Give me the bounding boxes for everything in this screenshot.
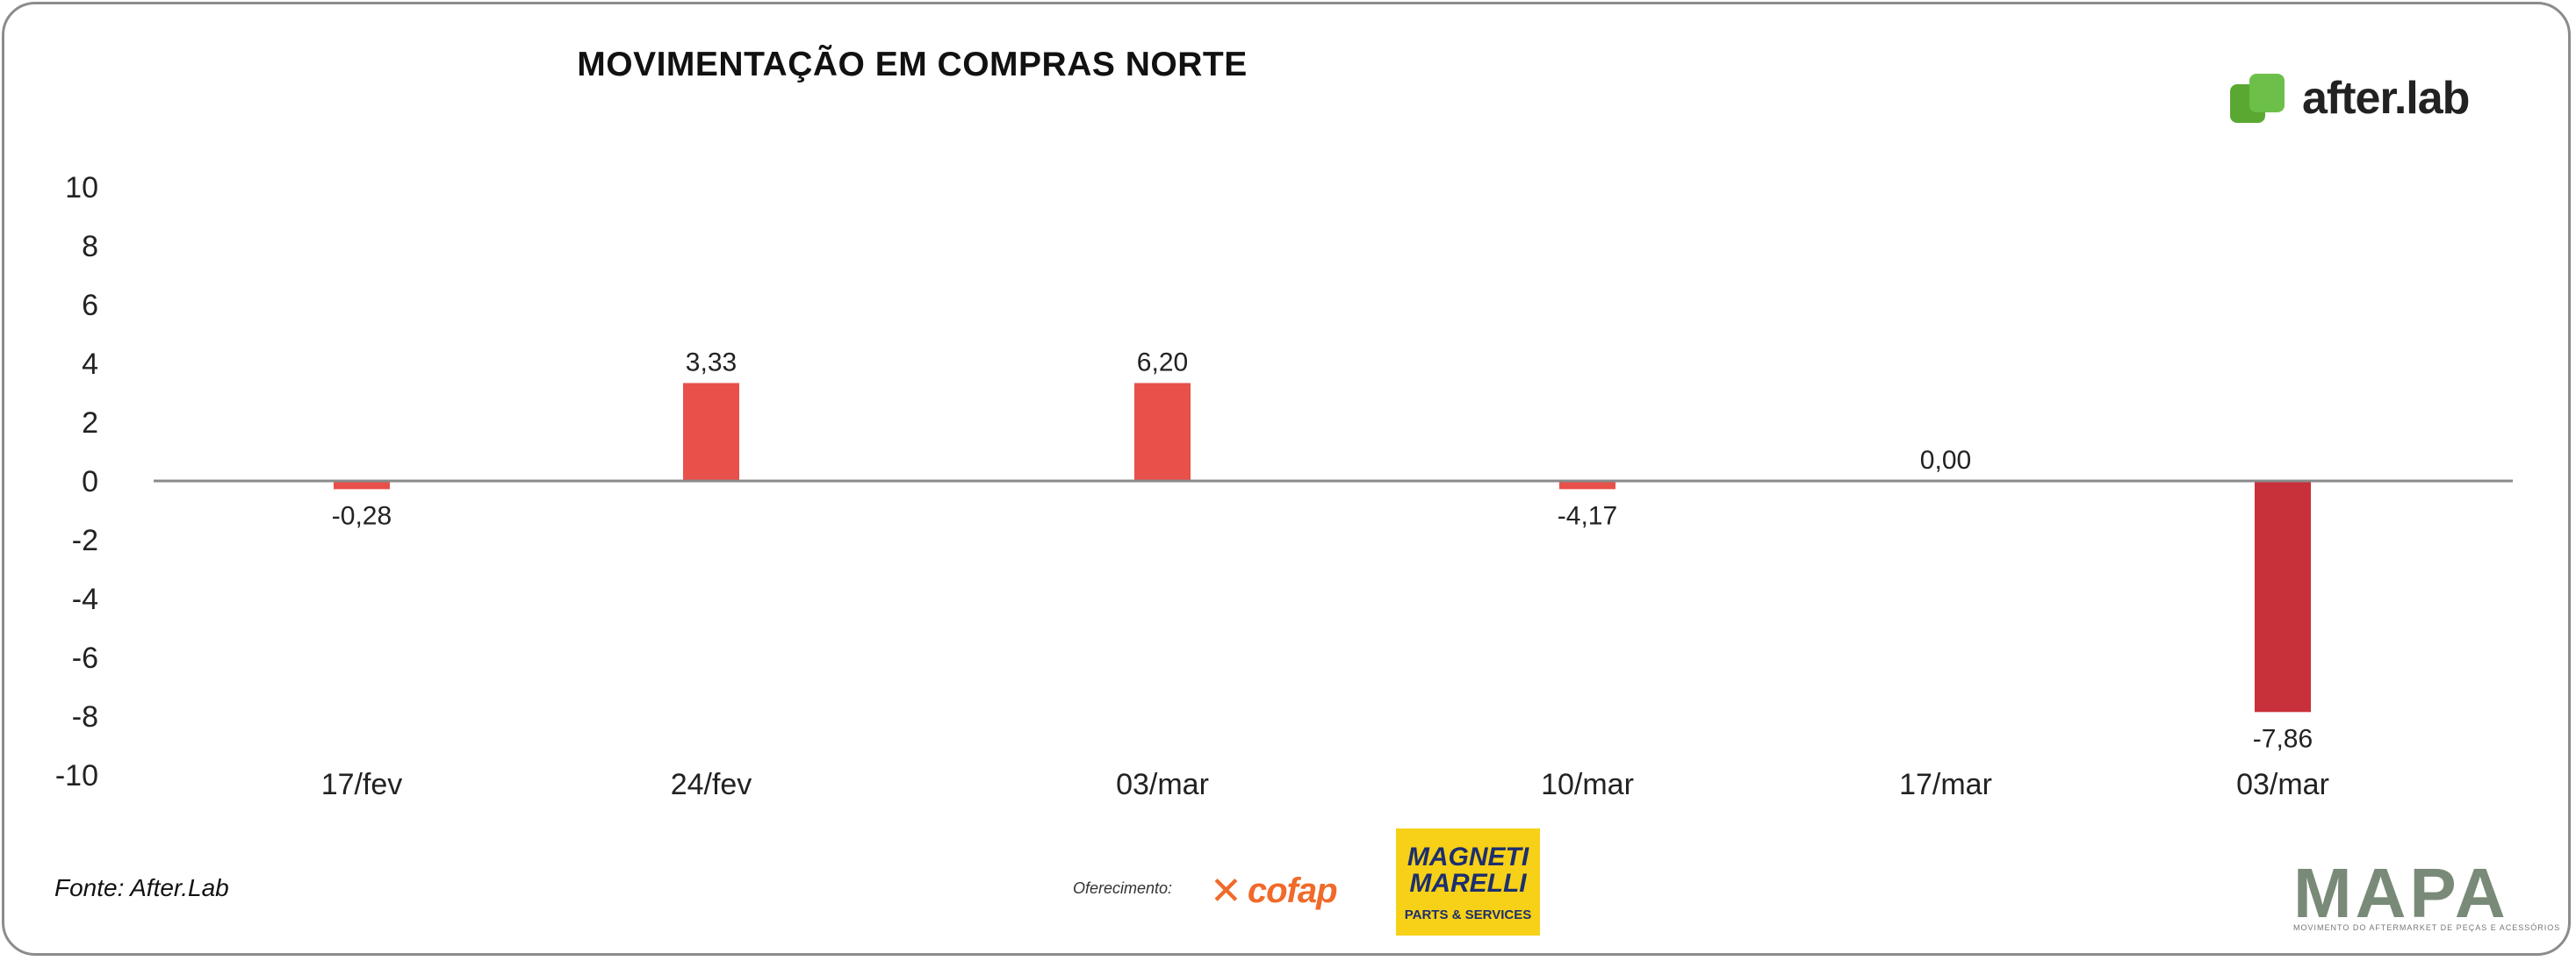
bars	[334, 383, 2311, 713]
x-tick-label: 17/mar	[1899, 768, 1992, 801]
y-tick-label: 2	[82, 406, 98, 440]
x-tick-label: 03/mar	[2236, 768, 2329, 801]
data-label: -4,17	[1558, 501, 1617, 530]
cofap-mark-icon: ✕	[1210, 870, 1242, 913]
mapa-logo-subtitle: MOVIMENTO DO AFTERMARKET DE PEÇAS E ACES…	[2293, 923, 2561, 932]
bar-03-mar	[2255, 481, 2311, 713]
magneti-marelli-logo: MAGNETI MARELLI PARTS & SERVICES	[1396, 828, 1540, 936]
value-labels: -0,28 3,33 6,20 -4,17 0,00 -7,86	[332, 348, 2313, 753]
afterlab-logo: after.lab	[2230, 72, 2470, 125]
y-tick-label: 0	[82, 465, 98, 498]
x-axis-ticks: 17/fev 24/fev 03/mar 10/mar 17/mar 03/mar	[321, 768, 2329, 801]
y-tick-label: -10	[55, 759, 98, 792]
y-tick-label: -4	[72, 583, 98, 616]
x-tick-label: 03/mar	[1116, 768, 1209, 801]
data-label: -0,28	[332, 501, 392, 530]
chart-title: MOVIMENTAÇÃO EM COMPRAS NORTE	[577, 46, 1248, 83]
x-tick-label: 10/mar	[1541, 768, 1634, 801]
y-tick-label: -6	[72, 642, 98, 675]
x-tick-label: 17/fev	[321, 768, 403, 801]
y-tick-label: 10	[65, 171, 98, 204]
sponsor-label: Oferecimento:	[1073, 879, 1173, 897]
y-tick-label: 8	[82, 230, 98, 263]
cofap-logo-text: cofap	[1247, 871, 1338, 910]
y-tick-label: 6	[82, 289, 98, 322]
afterlab-logo-text: after.lab	[2302, 73, 2470, 124]
y-axis-ticks: 10 8 6 4 2 0 -2 -4 -6 -8 -10	[55, 171, 98, 792]
data-label: 0,00	[1920, 446, 1971, 475]
afterlab-mark-icon	[2230, 72, 2292, 125]
bar-17-fev	[334, 481, 390, 490]
cofap-logo: ✕ cofap	[1210, 869, 1338, 914]
y-tick-label: 4	[82, 348, 98, 381]
magneti-marelli-sub: PARTS & SERVICES	[1404, 907, 1532, 922]
source-note: Fonte: After.Lab	[54, 874, 229, 901]
data-label: 6,20	[1137, 348, 1188, 377]
y-tick-label: -2	[72, 524, 98, 557]
mapa-logo-text: MAPA	[2293, 854, 2509, 932]
x-tick-label: 24/fev	[671, 768, 752, 801]
mapa-logo: MAPA MOVIMENTO DO AFTERMARKET DE PEÇAS E…	[2293, 854, 2561, 933]
bar-24-fev	[683, 383, 739, 481]
bar-10-mar	[1559, 481, 1615, 490]
data-label: 3,33	[686, 348, 737, 377]
bar-03-mar	[1134, 383, 1191, 481]
y-tick-label: -8	[72, 700, 98, 734]
data-label: -7,86	[2253, 724, 2313, 753]
magneti-marelli-name: MAGNETI MARELLI	[1407, 843, 1529, 898]
